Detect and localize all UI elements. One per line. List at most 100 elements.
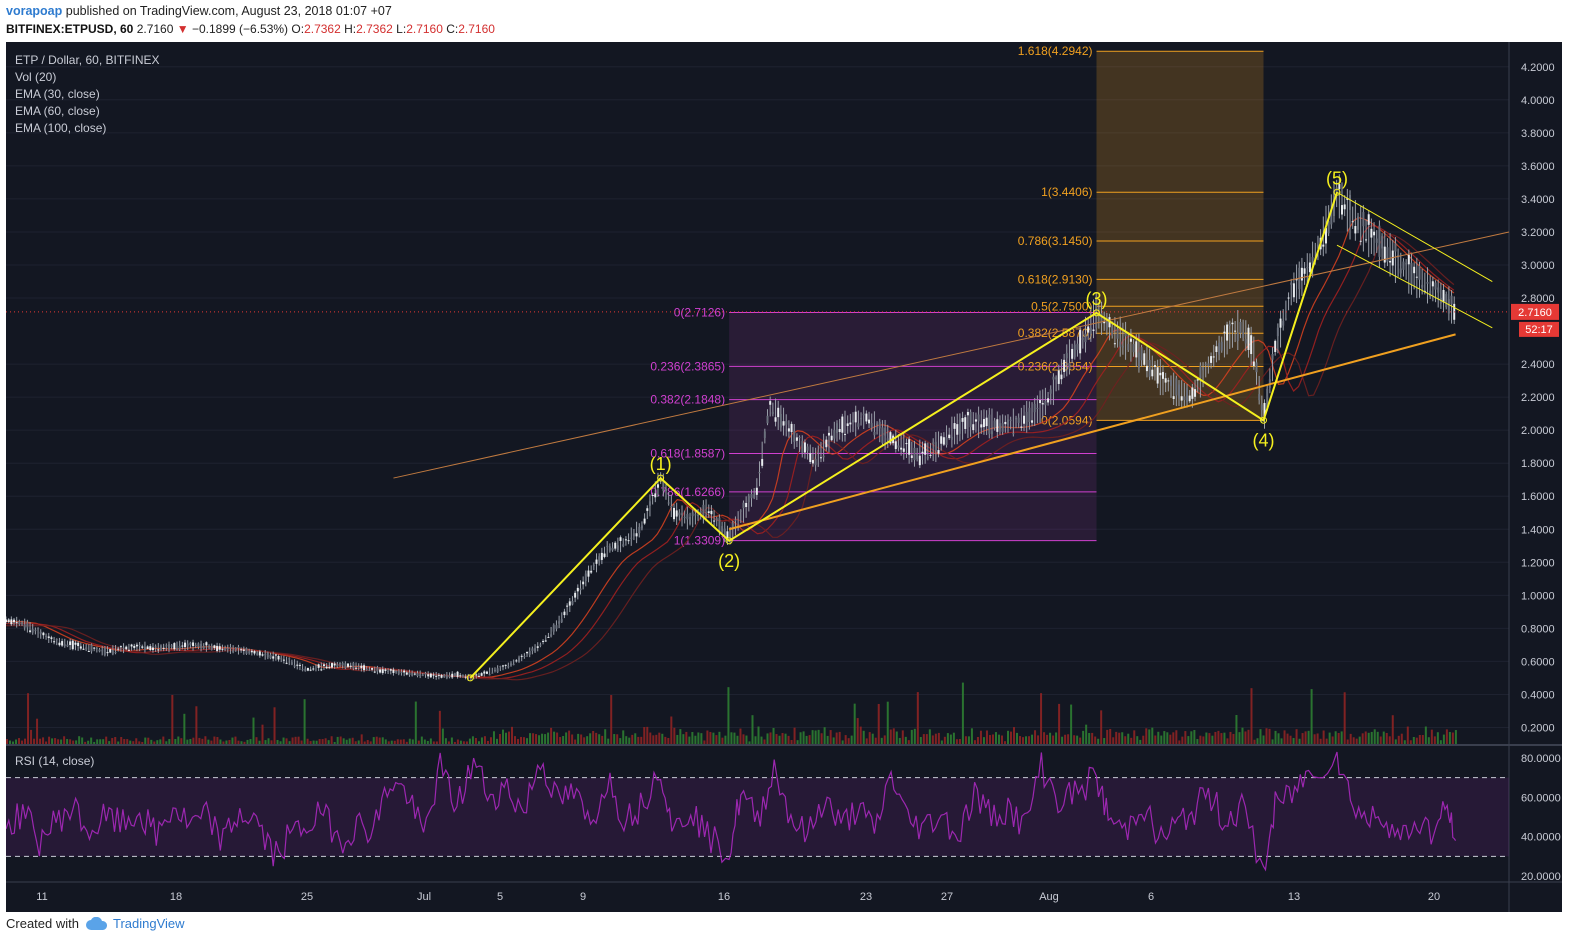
volume-bar	[288, 741, 291, 744]
volume-bar	[144, 737, 147, 744]
candle-body	[678, 512, 681, 516]
candle-body	[755, 487, 758, 495]
candle-body	[1116, 328, 1119, 339]
candle-body	[208, 646, 211, 648]
time-tick-label: 16	[718, 891, 730, 903]
volume-bar	[589, 733, 592, 744]
volume-bar	[6, 739, 8, 744]
volume-bar	[1451, 732, 1454, 744]
volume-bar	[300, 740, 303, 744]
candle-body	[881, 427, 884, 444]
volume-bar	[417, 740, 420, 744]
open-label: O:	[291, 22, 305, 36]
candle-body	[747, 495, 750, 503]
volume-bar	[222, 741, 225, 744]
candle-body	[333, 663, 336, 666]
volume-bar	[541, 733, 544, 744]
volume-bar	[730, 732, 733, 744]
trendline-thin-brown	[393, 231, 1510, 479]
candle-body	[429, 673, 432, 678]
tradingview-logo[interactable]: TradingView	[85, 916, 185, 931]
volume-bar	[1127, 733, 1130, 744]
candle-body	[306, 668, 309, 671]
rsi-tick-label: 40.0000	[1521, 832, 1561, 844]
volume-bar	[201, 738, 204, 744]
time-axis[interactable]: 11 18 25 Jul 5 9 16 23 27 Aug 6 13 20	[36, 891, 1440, 903]
candle-body	[256, 653, 259, 655]
candle-body	[301, 669, 304, 671]
candle-body	[550, 634, 553, 637]
volume-bar	[393, 740, 396, 744]
candle-body	[1135, 341, 1138, 358]
volume-bar	[1046, 734, 1049, 744]
candle-body	[600, 552, 603, 560]
volume-bar	[9, 740, 12, 744]
volume-bar	[234, 736, 237, 744]
volume-bar	[306, 738, 309, 744]
volume-bar	[955, 739, 958, 744]
candle-body	[857, 423, 860, 427]
candle-body	[480, 673, 483, 676]
volume-bar	[318, 739, 321, 744]
candle-body	[411, 672, 414, 676]
candle-body	[87, 650, 90, 652]
volume-bar	[568, 730, 571, 744]
volume-bar	[778, 735, 781, 744]
candle-body	[1335, 187, 1338, 193]
candle-body	[192, 642, 195, 646]
volume-bar	[489, 737, 492, 744]
candle-body	[683, 516, 686, 518]
candle-body	[1338, 184, 1341, 190]
volume-bar	[60, 739, 63, 744]
candle-body	[39, 631, 42, 634]
candle-body	[234, 647, 237, 651]
volume-bar	[1346, 739, 1349, 744]
candle-body	[266, 652, 269, 658]
volume-bar	[483, 736, 486, 744]
volume-bar	[817, 729, 820, 744]
candle-body	[1167, 380, 1170, 382]
candle-body	[125, 646, 128, 650]
price-series	[6, 174, 1509, 681]
candle-body	[1103, 321, 1106, 324]
candle-body	[1354, 226, 1357, 234]
volume-bar	[1064, 734, 1067, 744]
candle-body	[539, 644, 542, 646]
price-axis[interactable]: 4.2000 4.0000 3.8000 3.6000 3.4000 3.2000 3.00…	[1521, 62, 1555, 735]
volume-bar	[784, 733, 787, 744]
volume-bar	[270, 740, 273, 744]
candle-body	[1183, 396, 1186, 401]
candle-body	[1402, 261, 1405, 270]
candle-body	[1418, 265, 1421, 280]
fib-level-label: 0(2.7126)	[674, 305, 725, 319]
volume-bar	[480, 737, 483, 744]
candle-body	[31, 629, 34, 633]
candle-body	[1124, 332, 1127, 337]
legend-ema100: EMA (100, close)	[15, 121, 107, 135]
price-chart-svg[interactable]: 0(2.7126) 0.236(2.3865) 0.382(2.1848) 0.618…	[6, 42, 1562, 912]
candle-body	[606, 545, 609, 547]
candle-body	[1172, 396, 1175, 399]
candle-body	[1140, 347, 1143, 361]
low-value: 2.7160	[406, 22, 443, 36]
candle-body	[130, 644, 133, 647]
tradingview-brand: TradingView	[112, 916, 185, 931]
candle-body	[721, 526, 724, 532]
volume-bar	[1214, 731, 1217, 744]
candle-body	[691, 512, 694, 517]
volume-bar	[748, 741, 751, 744]
candle-body	[705, 514, 708, 517]
volume-bar	[375, 736, 378, 744]
candle-body	[1413, 266, 1416, 274]
volume-bar	[1328, 732, 1331, 744]
author-link[interactable]: vorapoap	[6, 4, 63, 18]
volume-bar	[757, 726, 760, 744]
candle-body	[1186, 387, 1189, 403]
candle-body	[972, 424, 975, 431]
chart-area[interactable]: 0(2.7126) 0.236(2.3865) 0.382(2.1848) 0.618…	[6, 42, 1562, 912]
volume-bar	[877, 703, 880, 744]
candle-body	[739, 510, 742, 512]
published-text: published on TradingView.com, August 23,…	[65, 4, 392, 18]
volume-bar	[1003, 741, 1006, 744]
candle-body	[1145, 365, 1148, 372]
